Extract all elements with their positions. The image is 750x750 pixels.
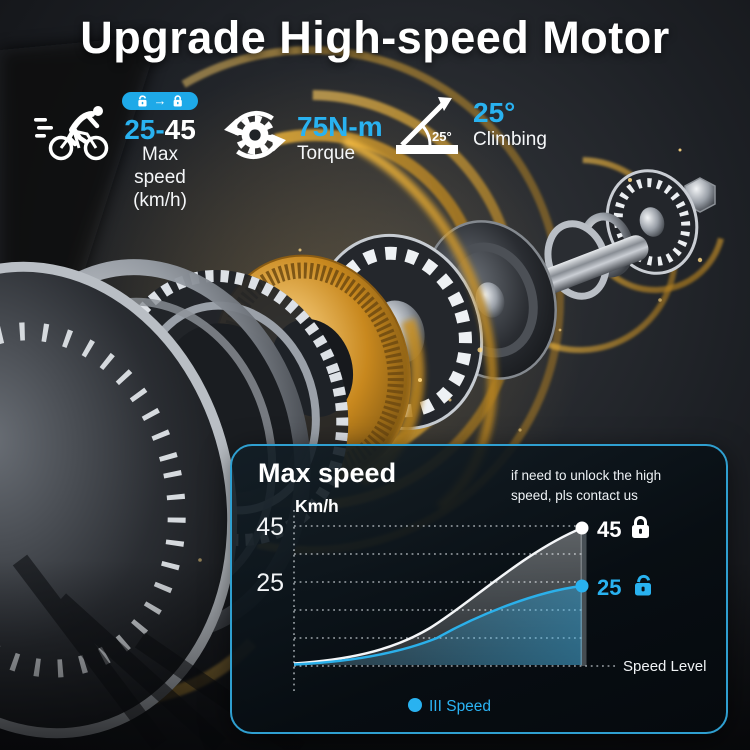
- feature-torque: 75N-m Torque: [222, 104, 383, 166]
- torque-text: 75N-m Torque: [297, 112, 383, 166]
- unlock-note: if need to unlock the high speed, pls co…: [511, 466, 661, 507]
- incline-icon: 25°: [396, 97, 458, 154]
- endpoint-label-25: 25: [597, 575, 621, 600]
- speed-value-locked: 45: [164, 114, 196, 145]
- x-axis-label: Speed Level: [623, 658, 706, 675]
- climbing-label: Climbing: [473, 129, 547, 151]
- curve-default: [293, 584, 583, 666]
- endpoint-dot-45: [575, 521, 589, 535]
- climbing-value: 25°: [473, 97, 516, 128]
- endpoint-band: [580, 528, 587, 666]
- max-speed-chart-panel: Km/h 45 25 45 25 Speed Level III Speed M…: [230, 444, 728, 734]
- legend-label: III Speed: [429, 698, 491, 715]
- unlock-icon: [137, 95, 147, 107]
- endpoint-dot-25: [575, 579, 589, 593]
- incline-angle-text: 25°: [432, 129, 452, 144]
- speed-value-unlocked: 25-: [124, 114, 165, 145]
- max-speed-unit: (km/h): [133, 189, 187, 211]
- unlock-icon: [635, 574, 651, 596]
- gold-front-streaks: [162, 124, 498, 536]
- y-tick-25: 25: [256, 569, 284, 597]
- lock-icon: [173, 95, 182, 107]
- unlock-note-line1: if need to unlock the high: [511, 468, 662, 483]
- chart-title: Max speed: [258, 458, 397, 488]
- unlock-to-lock-badge: →: [122, 92, 198, 110]
- y-tick-45: 45: [256, 513, 284, 541]
- feature-max-speed: → 25-45 Max speed (km/h): [34, 92, 206, 213]
- arrow-right-icon: →: [153, 92, 167, 108]
- lock-icon: [632, 516, 649, 538]
- curve-unlocked: [293, 526, 583, 665]
- speed-level-chart: Km/h 45 25 45 25 Speed Level III Speed: [256, 496, 706, 715]
- cyclist-icon: [34, 106, 109, 161]
- page-title: Upgrade High-speed Motor: [80, 12, 670, 63]
- climbing-text: 25° Climbing: [473, 98, 547, 152]
- endpoint-label-45: 45: [597, 517, 621, 542]
- grid-lines: [293, 510, 616, 692]
- torque-value: 75N-m: [297, 111, 383, 142]
- y-axis-unit: Km/h: [295, 496, 339, 516]
- max-speed-text: → 25-45 Max speed (km/h): [114, 92, 206, 213]
- speed-range-value: 25-45: [114, 115, 206, 144]
- unlock-note-line2: speed, pls contact us: [511, 488, 638, 504]
- max-speed-label: Max speed: [134, 144, 186, 189]
- gear-sync-icon: [224, 110, 286, 160]
- feature-climbing: 25° 25° Climbing: [394, 90, 547, 158]
- legend-dot: [408, 698, 422, 712]
- torque-label: Torque: [297, 143, 356, 165]
